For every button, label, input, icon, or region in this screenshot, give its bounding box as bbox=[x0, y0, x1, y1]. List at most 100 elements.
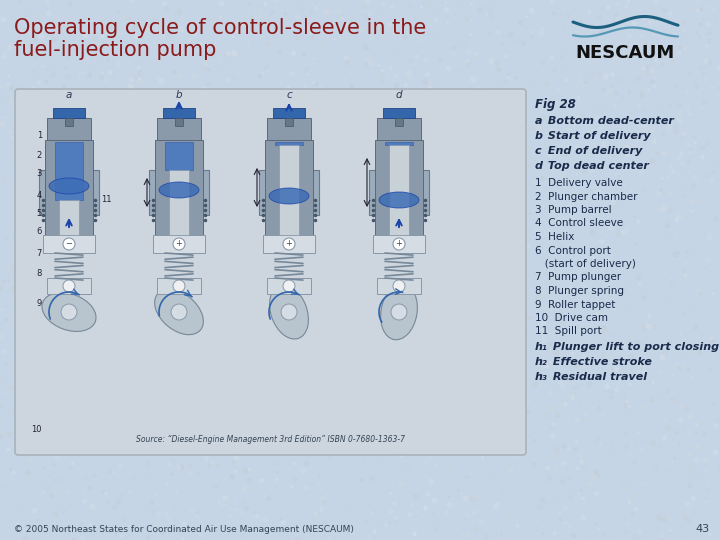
Bar bbox=[157, 118, 201, 140]
Bar bbox=[165, 142, 193, 170]
Text: 3: 3 bbox=[37, 168, 42, 178]
Bar bbox=[373, 235, 425, 253]
Text: c: c bbox=[535, 146, 541, 156]
Text: h₃: h₃ bbox=[370, 180, 379, 190]
Text: Source: “Diesel-Engine Management 3rd Edition” ISBN 0-7680-1363-7: Source: “Diesel-Engine Management 3rd Ed… bbox=[136, 435, 405, 444]
Text: Bottom dead-center: Bottom dead-center bbox=[544, 116, 674, 126]
Text: −: − bbox=[66, 240, 73, 248]
Text: fuel-injection pump: fuel-injection pump bbox=[14, 40, 217, 60]
Bar bbox=[273, 108, 305, 118]
Text: 43: 43 bbox=[696, 524, 710, 534]
Text: (start of delivery): (start of delivery) bbox=[535, 259, 636, 269]
Bar bbox=[47, 118, 91, 140]
Ellipse shape bbox=[381, 284, 418, 340]
Text: h₃: h₃ bbox=[535, 372, 548, 382]
Text: b: b bbox=[176, 90, 182, 100]
Bar bbox=[377, 278, 421, 294]
Bar bbox=[175, 118, 183, 126]
Text: +: + bbox=[395, 240, 402, 248]
Bar bbox=[47, 278, 91, 294]
Circle shape bbox=[61, 304, 77, 320]
Text: 10  Drive cam: 10 Drive cam bbox=[535, 313, 608, 323]
Circle shape bbox=[63, 280, 75, 292]
Text: 1: 1 bbox=[37, 131, 42, 139]
Circle shape bbox=[393, 280, 405, 292]
Text: +: + bbox=[176, 240, 182, 248]
Bar bbox=[369, 170, 429, 215]
Text: +: + bbox=[286, 240, 292, 248]
Text: 4  Control sleeve: 4 Control sleeve bbox=[535, 219, 623, 228]
Bar bbox=[169, 170, 189, 235]
Bar bbox=[157, 278, 201, 294]
Text: Operating cycle of control-sleeve in the: Operating cycle of control-sleeve in the bbox=[14, 18, 426, 38]
FancyBboxPatch shape bbox=[15, 89, 526, 455]
Bar bbox=[279, 145, 299, 235]
Text: 8  Plunger spring: 8 Plunger spring bbox=[535, 286, 624, 296]
Ellipse shape bbox=[269, 188, 309, 204]
Bar bbox=[389, 145, 409, 235]
Bar bbox=[267, 278, 311, 294]
Ellipse shape bbox=[155, 289, 203, 335]
Text: d: d bbox=[396, 90, 402, 100]
Ellipse shape bbox=[159, 182, 199, 198]
Circle shape bbox=[281, 304, 297, 320]
Bar bbox=[45, 140, 93, 235]
Text: h₁: h₁ bbox=[535, 342, 548, 352]
Text: 6: 6 bbox=[37, 227, 42, 237]
Text: Residual travel: Residual travel bbox=[549, 372, 647, 382]
Circle shape bbox=[393, 238, 405, 250]
Circle shape bbox=[171, 304, 187, 320]
Bar bbox=[39, 170, 99, 215]
Text: Top dead center: Top dead center bbox=[544, 161, 649, 171]
Bar bbox=[53, 108, 85, 118]
Text: Fig 28: Fig 28 bbox=[535, 98, 576, 111]
Text: Start of delivery: Start of delivery bbox=[544, 131, 651, 141]
Bar bbox=[59, 200, 79, 235]
Text: 2: 2 bbox=[37, 151, 42, 159]
Text: End of delivery: End of delivery bbox=[544, 146, 642, 156]
Text: 6  Control port: 6 Control port bbox=[535, 246, 611, 255]
Text: 2  Plunger chamber: 2 Plunger chamber bbox=[535, 192, 637, 201]
Text: c: c bbox=[286, 90, 292, 100]
Text: © 2005 Northeast States for Coordinated Air Use Management (NESCAUM): © 2005 Northeast States for Coordinated … bbox=[14, 525, 354, 534]
Text: Effective stroke: Effective stroke bbox=[549, 357, 652, 367]
Bar bbox=[155, 140, 203, 235]
Bar bbox=[163, 108, 195, 118]
Text: 4: 4 bbox=[37, 191, 42, 199]
Circle shape bbox=[173, 280, 185, 292]
Bar bbox=[259, 170, 319, 215]
Bar bbox=[375, 140, 423, 235]
Bar bbox=[65, 118, 73, 126]
Ellipse shape bbox=[42, 293, 96, 332]
Circle shape bbox=[391, 304, 407, 320]
Bar bbox=[377, 118, 421, 140]
Text: 3  Pump barrel: 3 Pump barrel bbox=[535, 205, 611, 215]
Circle shape bbox=[173, 238, 185, 250]
Bar bbox=[149, 170, 209, 215]
Text: 9: 9 bbox=[37, 299, 42, 307]
Text: 5: 5 bbox=[37, 208, 42, 218]
Bar bbox=[263, 235, 315, 253]
Text: Plunger lift to port closing: Plunger lift to port closing bbox=[549, 342, 719, 352]
Bar bbox=[265, 140, 313, 235]
Text: a: a bbox=[66, 90, 72, 100]
Text: 9  Roller tappet: 9 Roller tappet bbox=[535, 300, 616, 309]
Bar bbox=[153, 235, 205, 253]
Text: h₂: h₂ bbox=[260, 186, 269, 194]
Ellipse shape bbox=[379, 192, 419, 208]
Bar bbox=[55, 142, 83, 200]
Text: NESCAUM: NESCAUM bbox=[575, 44, 675, 62]
Bar bbox=[43, 235, 95, 253]
Text: d: d bbox=[535, 161, 543, 171]
Circle shape bbox=[63, 238, 75, 250]
Text: 7  Pump plunger: 7 Pump plunger bbox=[535, 273, 621, 282]
Text: 7: 7 bbox=[37, 248, 42, 258]
Bar bbox=[275, 142, 303, 145]
Text: 8: 8 bbox=[37, 268, 42, 278]
Text: 11: 11 bbox=[101, 195, 112, 205]
Bar bbox=[267, 118, 311, 140]
Text: 11  Spill port: 11 Spill port bbox=[535, 327, 602, 336]
Bar bbox=[285, 118, 293, 126]
Text: h₁: h₁ bbox=[150, 188, 158, 198]
Ellipse shape bbox=[49, 178, 89, 194]
